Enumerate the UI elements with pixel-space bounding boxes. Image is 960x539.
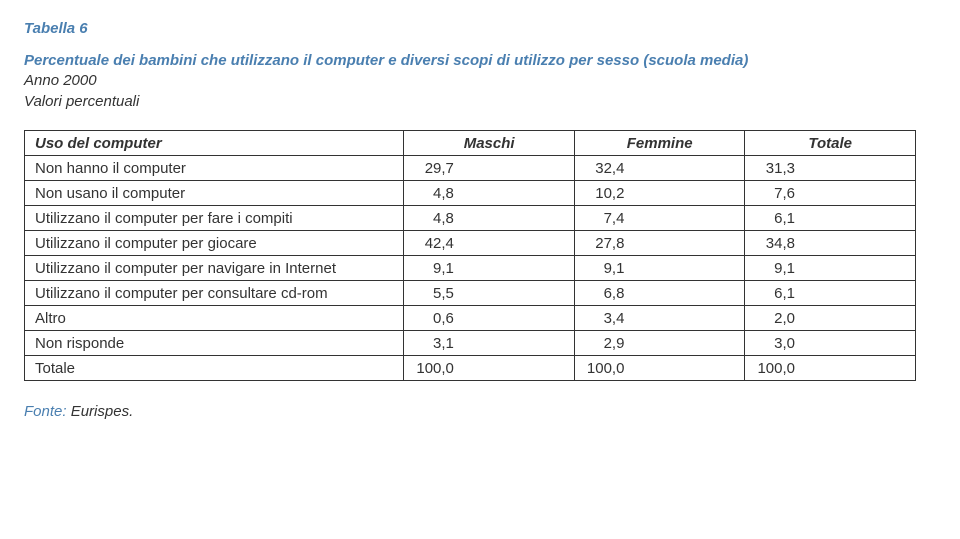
cell-value: 7,4 [574,205,745,230]
table-row: Non usano il computer 4,8 10,2 7,6 [25,180,916,205]
row-label: Non usano il computer [25,180,404,205]
cell-value: 31,3 [745,155,916,180]
table-subtitle: Percentuale dei bambini che utilizzano i… [24,51,936,71]
cell-value: 9,1 [745,255,916,280]
footer-label: Fonte: [24,403,67,420]
cell-value: 5,5 [404,280,575,305]
meta-values: Valori percentuali [24,93,139,110]
row-label: Altro [25,305,404,330]
data-table: Uso del computer Maschi Femmine Totale N… [24,130,916,381]
cell-value: 100,0 [745,355,916,380]
row-label: Utilizzano il computer per fare i compit… [25,205,404,230]
table-row: Totale 100,0 100,0 100,0 [25,355,916,380]
meta-year: Anno 2000 [24,72,97,89]
cell-value: 0,6 [404,305,575,330]
cell-value: 3,0 [745,330,916,355]
cell-value: 6,1 [745,280,916,305]
row-label: Non hanno il computer [25,155,404,180]
col-header-label: Uso del computer [25,130,404,155]
table-meta: Anno 2000 Valori percentuali [24,71,936,112]
cell-value: 2,0 [745,305,916,330]
table-row: Altro 0,6 3,4 2,0 [25,305,916,330]
cell-value: 32,4 [574,155,745,180]
cell-value: 100,0 [404,355,575,380]
col-header-femmine: Femmine [574,130,745,155]
cell-value: 2,9 [574,330,745,355]
row-label: Totale [25,355,404,380]
row-label: Utilizzano il computer per giocare [25,230,404,255]
cell-value: 7,6 [745,180,916,205]
cell-value: 42,4 [404,230,575,255]
cell-value: 100,0 [574,355,745,380]
cell-value: 34,8 [745,230,916,255]
table-row: Utilizzano il computer per navigare in I… [25,255,916,280]
table-header-row: Uso del computer Maschi Femmine Totale [25,130,916,155]
table-row: Utilizzano il computer per fare i compit… [25,205,916,230]
cell-value: 3,4 [574,305,745,330]
table-row: Utilizzano il computer per giocare 42,4 … [25,230,916,255]
cell-value: 4,8 [404,180,575,205]
cell-value: 6,8 [574,280,745,305]
table-number: Tabella 6 [24,20,936,37]
cell-value: 3,1 [404,330,575,355]
cell-value: 27,8 [574,230,745,255]
cell-value: 6,1 [745,205,916,230]
row-label: Utilizzano il computer per consultare cd… [25,280,404,305]
cell-value: 9,1 [574,255,745,280]
cell-value: 10,2 [574,180,745,205]
col-header-totale: Totale [745,130,916,155]
cell-value: 9,1 [404,255,575,280]
cell-value: 29,7 [404,155,575,180]
row-label: Non risponde [25,330,404,355]
table-footer: Fonte: Eurispes. [24,403,936,420]
table-row: Non risponde 3,1 2,9 3,0 [25,330,916,355]
col-header-maschi: Maschi [404,130,575,155]
row-label: Utilizzano il computer per navigare in I… [25,255,404,280]
table-row: Utilizzano il computer per consultare cd… [25,280,916,305]
footer-source: Eurispes. [71,403,134,420]
table-row: Non hanno il computer 29,7 32,4 31,3 [25,155,916,180]
cell-value: 4,8 [404,205,575,230]
